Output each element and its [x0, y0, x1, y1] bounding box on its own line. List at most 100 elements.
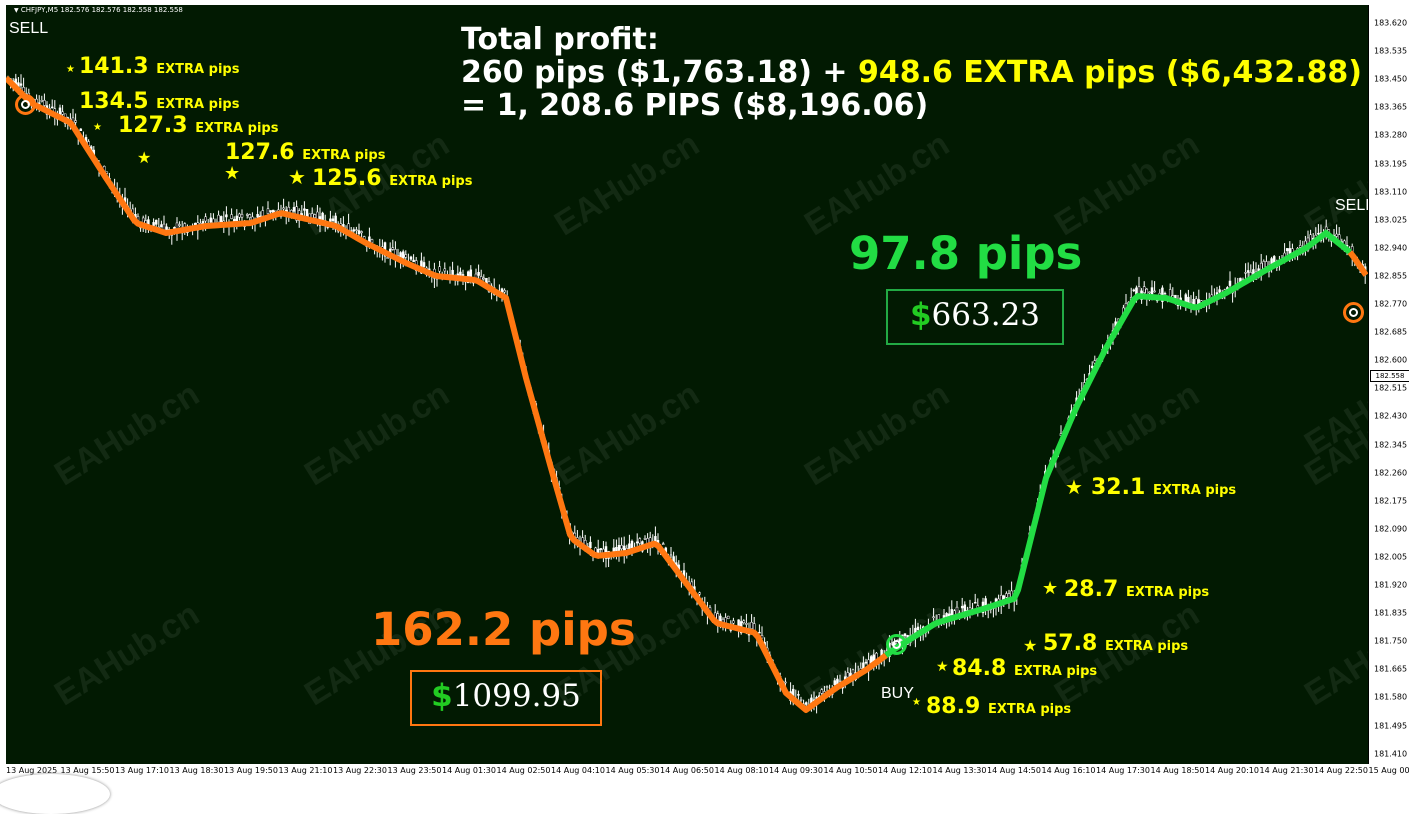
candle-body [933, 617, 935, 618]
candle-body [662, 544, 664, 545]
price-tick-label: 183.365 [1374, 103, 1407, 112]
candle-body [20, 84, 22, 86]
buy-trade-profit: 663.23 [932, 297, 1040, 333]
candle-body [210, 218, 212, 222]
buy-signal-label: BUY [881, 685, 914, 703]
time-tick-label: 14 Aug 01:30 [442, 766, 496, 775]
candle-body [589, 542, 591, 548]
candle-body [238, 214, 240, 217]
candle-body [865, 662, 867, 663]
candle-body [784, 682, 786, 683]
candle-body [62, 112, 64, 114]
candle-body [353, 230, 355, 232]
price-tick-label: 182.515 [1374, 384, 1407, 393]
time-tick-label: 13 Aug 21:10 [279, 766, 333, 775]
time-tick-label: 14 Aug 21:30 [1260, 766, 1314, 775]
candle-body [155, 220, 157, 224]
sell-signal-label: SELL [9, 20, 48, 38]
price-tick-label: 182.600 [1374, 356, 1407, 365]
price-tick-label: 182.005 [1374, 552, 1407, 561]
price-tick-label: 183.450 [1374, 75, 1407, 84]
candle-body [205, 217, 207, 221]
chart-menu-icon[interactable]: ▼ [14, 7, 19, 14]
price-tick-label: 183.110 [1374, 187, 1407, 196]
candle-body [1154, 291, 1156, 292]
candle-body [358, 231, 360, 234]
candle-body [639, 539, 641, 543]
price-tick-label: 182.345 [1374, 440, 1407, 449]
candle-body [504, 290, 506, 292]
candle-body [600, 548, 602, 549]
star-icon: ★ [1042, 578, 1058, 599]
time-tick-label: 13 Aug 15:50 [61, 766, 115, 775]
candle-body [1299, 245, 1301, 247]
buy-trade-profit-box: $663.23 [886, 289, 1064, 345]
candle-body [644, 538, 646, 539]
time-tick-label: 14 Aug 08:10 [715, 766, 769, 775]
candle-body [613, 548, 615, 551]
time-tick-label: 13 Aug 22:30 [333, 766, 387, 775]
floating-button[interactable] [0, 774, 110, 814]
sell-trade-profit-box: $1099.95 [410, 670, 602, 726]
price-tick-label: 181.920 [1374, 581, 1407, 590]
candle-body [797, 694, 799, 695]
price-tick-label: 183.025 [1374, 215, 1407, 224]
time-tick-label: 14 Aug 16:10 [1042, 766, 1096, 775]
candle-body [410, 257, 412, 259]
candle-body [821, 690, 823, 694]
price-tick-label: 181.835 [1374, 609, 1407, 618]
candle-body [51, 107, 53, 108]
time-tick-label: 14 Aug 02:50 [497, 766, 551, 775]
candle-body [636, 542, 638, 543]
candle-body [218, 215, 220, 222]
time-tick-label: 14 Aug 04:10 [551, 766, 605, 775]
candle-body [1247, 270, 1249, 272]
extra-pips-label: 134.5 EXTRA pips [79, 89, 239, 114]
candle-body [1219, 290, 1221, 292]
candle-body [1005, 594, 1007, 598]
candle-body [387, 257, 389, 258]
price-tick-label: 181.410 [1374, 749, 1407, 758]
extra-pips-label: 88.9 EXTRA pips [926, 694, 1071, 719]
price-tick-label: 182.770 [1374, 300, 1407, 309]
extra-pips-total: 948.6 EXTRA pips ($6,432.88) [858, 55, 1362, 90]
buy-entry-marker [886, 634, 907, 655]
candle-body [303, 209, 305, 211]
extra-pips-label: 57.8 EXTRA pips [1043, 631, 1188, 656]
sell-signal-label: SELL [1335, 197, 1368, 215]
candle-body [847, 673, 849, 678]
price-tick-label: 182.175 [1374, 496, 1407, 505]
candle-body [423, 262, 425, 266]
candle-body [670, 555, 672, 556]
candle-body [1133, 290, 1135, 291]
candle-body [361, 231, 363, 232]
candlesticks [7, 74, 1366, 713]
price-tick-label: 183.280 [1374, 131, 1407, 140]
candle-body [1286, 248, 1288, 250]
candle-body [413, 260, 415, 262]
candle-body [1317, 233, 1319, 234]
price-tick-label: 182.685 [1374, 328, 1407, 337]
candle-body [1273, 256, 1275, 262]
star-icon: ★ [1023, 636, 1037, 655]
price-tick-label: 183.195 [1374, 159, 1407, 168]
time-tick-label: 14 Aug 05:30 [606, 766, 660, 775]
candle-body [758, 632, 760, 633]
time-tick-label: 14 Aug 13:30 [933, 766, 987, 775]
total-profit-sum: = 1, 208.6 PIPS ($8,196.06) [461, 89, 928, 122]
candle-body [332, 219, 334, 221]
sell-entry-marker [15, 94, 36, 115]
dollar-icon: $ [910, 297, 932, 333]
candle-body [43, 100, 45, 105]
time-tick-label: 14 Aug 14:50 [987, 766, 1041, 775]
candle-body [267, 209, 269, 214]
candle-body [179, 224, 181, 225]
candle-body [241, 214, 243, 217]
candle-body [249, 215, 251, 218]
star-icon: ★ [66, 64, 75, 75]
candle-body [956, 607, 958, 614]
